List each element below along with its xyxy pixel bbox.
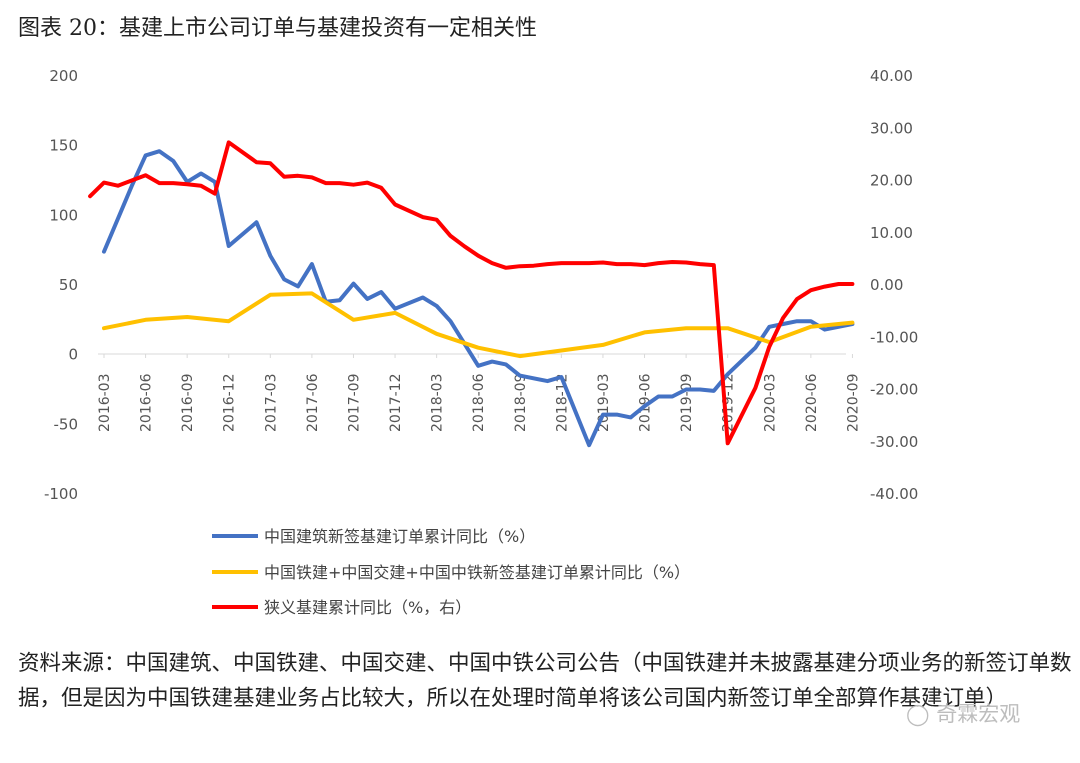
x-tick-label: 2017-06 xyxy=(305,373,321,432)
legend-item-blue: 中国建筑新签基建订单累计同比（%） xyxy=(212,527,535,546)
legend-item-yellow: 中国铁建+中国交建+中国中铁新签基建订单累计同比（%） xyxy=(212,563,690,582)
y-left-tick-label: -100 xyxy=(44,485,78,503)
left-y-axis-ticks: 200 150 100 50 0 -50 -100 xyxy=(44,67,78,503)
x-tick-label: 2016-12 xyxy=(222,374,238,433)
series-line-1 xyxy=(102,291,855,359)
x-tick-label: 2018-03 xyxy=(430,374,446,433)
x-tick-label: 2016-06 xyxy=(139,373,155,432)
series-line-2 xyxy=(88,140,855,446)
x-tick-label: 2016-03 xyxy=(97,374,113,433)
y-right-tick-label: 10.00 xyxy=(870,224,913,242)
legend-item-red: 狭义基建累计同比（%，右） xyxy=(212,598,471,617)
y-right-tick-label: -30.00 xyxy=(870,433,918,451)
watermark: ◯ 奇霖宏观 xyxy=(906,698,1020,728)
watermark-text: 奇霖宏观 xyxy=(936,702,1021,726)
x-tick-label: 2018-09 xyxy=(513,374,529,433)
legend: 中国建筑新签基建订单累计同比（%） 中国铁建+中国交建+中国中铁新签基建订单累计… xyxy=(212,527,690,617)
x-tick-label: 2020-03 xyxy=(762,374,778,433)
legend-label-red: 狭义基建累计同比（%，右） xyxy=(264,598,471,617)
y-right-tick-label: -20.00 xyxy=(870,381,918,399)
y-left-tick-label: 100 xyxy=(49,206,78,224)
wechat-icon: ◯ xyxy=(906,702,930,726)
series-lines xyxy=(88,140,855,448)
source-note: 资料来源：中国建筑、中国铁建、中国交建、中国中铁公司公告（中国铁建并未披露基建分… xyxy=(18,651,1072,711)
y-right-tick-label: 0.00 xyxy=(870,276,903,294)
x-axis-ticks: 2016-03 2016-06 2016-09 2016-12 2017-03 2017-… xyxy=(97,354,861,432)
y-left-tick-label: 150 xyxy=(49,137,78,155)
y-right-tick-label: 30.00 xyxy=(870,119,913,137)
y-left-tick-label: 200 xyxy=(49,67,78,85)
right-y-axis-ticks: 40.00 30.00 20.00 10.00 0.00 -10.00 -20.00 -30.… xyxy=(870,67,918,503)
x-tick-label: 2019-09 xyxy=(679,374,695,433)
x-tick-label: 2017-03 xyxy=(263,374,279,433)
y-right-tick-label: 40.00 xyxy=(870,67,913,85)
y-left-tick-label: -50 xyxy=(54,415,79,433)
y-right-tick-label: -10.00 xyxy=(870,328,918,346)
series-line-0 xyxy=(102,149,855,448)
line-chart: 200 150 100 50 0 -50 -100 40.00 30.00 20.00 10.00… xyxy=(44,67,918,617)
x-tick-label: 2020-06 xyxy=(804,373,820,432)
legend-label-blue: 中国建筑新签基建订单累计同比（%） xyxy=(264,527,535,546)
y-right-tick-label: 20.00 xyxy=(870,172,913,190)
legend-label-yellow: 中国铁建+中国交建+中国中铁新签基建订单累计同比（%） xyxy=(264,563,690,582)
y-left-tick-label: 50 xyxy=(59,276,78,294)
x-tick-label: 2019-06 xyxy=(638,373,654,432)
x-tick-label: 2017-12 xyxy=(388,374,404,433)
chart-title: 图表 20：基建上市公司订单与基建投资有一定相关性 xyxy=(18,16,537,41)
x-tick-label: 2016-09 xyxy=(180,374,196,433)
x-tick-label: 2018-06 xyxy=(471,373,487,432)
y-right-tick-label: -40.00 xyxy=(870,485,918,503)
x-tick-label: 2020-09 xyxy=(845,374,861,433)
x-tick-label: 2017-09 xyxy=(346,374,362,433)
y-left-tick-label: 0 xyxy=(68,346,78,364)
